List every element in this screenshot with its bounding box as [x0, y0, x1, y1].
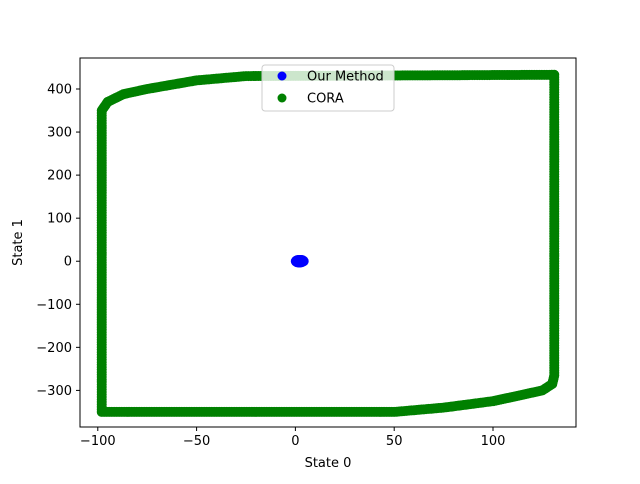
markers-layer [96, 69, 560, 417]
y-tick-label: 300 [47, 126, 72, 141]
y-tick-label: 100 [47, 212, 72, 227]
legend: Our Method CORA [261, 64, 395, 112]
y-tick-label: −300 [36, 384, 72, 399]
legend-label-cora: CORA [307, 92, 344, 107]
x-axis-label: State 0 [305, 456, 352, 471]
y-tick-label: 400 [47, 83, 72, 98]
x-tick-label: 50 [386, 434, 403, 449]
plot-frame [79, 57, 577, 428]
x-tick-label: 0 [291, 434, 299, 449]
cora-point [96, 404, 107, 415]
legend-marker-our-method [277, 71, 287, 81]
x-tick-label: −50 [183, 434, 210, 449]
x-tick-label: 100 [481, 434, 506, 449]
y-axis-label: State 1 [11, 219, 26, 266]
our-method-point [290, 256, 301, 267]
y-tick-label: −100 [36, 298, 72, 313]
y-tick-label: 200 [47, 169, 72, 184]
y-tick-label: 0 [64, 255, 72, 270]
axes-layer: −100 −50 0 50 100 −300 −200 −100 0 100 200 300 400 [36, 57, 577, 449]
legend-marker-cora [277, 93, 287, 103]
legend-box [261, 64, 395, 112]
x-tick-label: −100 [80, 434, 116, 449]
our-method-point [298, 256, 309, 267]
legend-label-our-method: Our Method [307, 70, 384, 85]
y-tick-label: −200 [36, 341, 72, 356]
